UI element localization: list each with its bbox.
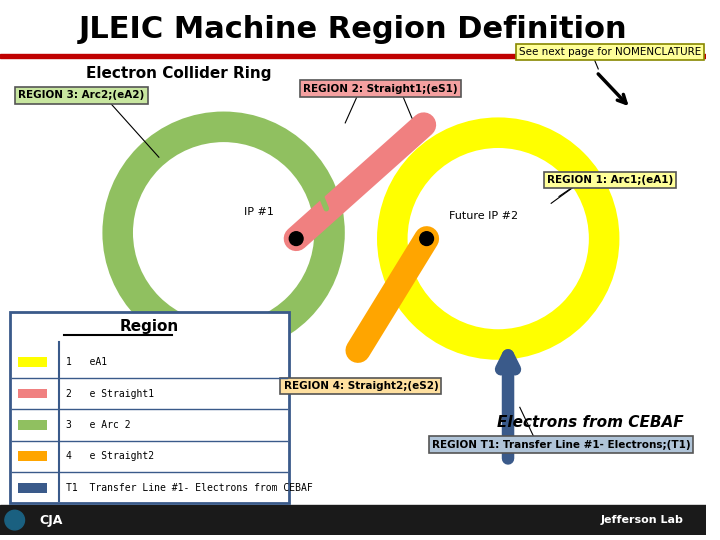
Circle shape bbox=[289, 232, 303, 246]
Text: See next page for NOMENCLATURE: See next page for NOMENCLATURE bbox=[519, 48, 701, 57]
Bar bbox=[18, 483, 47, 492]
Text: REGION T1: Transfer Line #1- Electrons;(T1): REGION T1: Transfer Line #1- Electrons;(… bbox=[432, 440, 690, 450]
Bar bbox=[0, 505, 706, 535]
Text: Jefferson Lab: Jefferson Lab bbox=[601, 515, 684, 525]
Text: REGION 4: Straight2;(eS2): REGION 4: Straight2;(eS2) bbox=[284, 381, 438, 391]
Text: 4   e Straight2: 4 e Straight2 bbox=[66, 451, 154, 461]
Text: REGION 2: Straight1;(eS1): REGION 2: Straight1;(eS1) bbox=[303, 84, 458, 93]
Bar bbox=[18, 389, 47, 399]
Bar bbox=[18, 420, 47, 430]
Text: JLEIC Machine Region Definition: JLEIC Machine Region Definition bbox=[78, 15, 627, 44]
Text: 3   e Arc 2: 3 e Arc 2 bbox=[66, 420, 130, 430]
Bar bbox=[0, 5, 706, 56]
Text: 1   eA1: 1 eA1 bbox=[66, 357, 107, 367]
Text: CJA: CJA bbox=[39, 514, 63, 526]
Text: IP #1: IP #1 bbox=[244, 207, 274, 217]
Text: Electrons from CEBAF: Electrons from CEBAF bbox=[497, 415, 684, 429]
Text: Future IP #2: Future IP #2 bbox=[449, 211, 518, 221]
Text: Region: Region bbox=[120, 319, 179, 334]
Text: Electron Collider Ring: Electron Collider Ring bbox=[86, 66, 272, 82]
Bar bbox=[18, 357, 47, 367]
Circle shape bbox=[5, 510, 24, 530]
FancyBboxPatch shape bbox=[10, 312, 289, 503]
Text: REGION 3: Arc2;(eA2): REGION 3: Arc2;(eA2) bbox=[18, 90, 145, 100]
Text: 2   e Straight1: 2 e Straight1 bbox=[66, 389, 154, 399]
Bar bbox=[18, 451, 47, 461]
Text: REGION 1: Arc1;(eA1): REGION 1: Arc1;(eA1) bbox=[547, 175, 673, 185]
Circle shape bbox=[420, 232, 433, 246]
Text: T1  Transfer Line #1- Electrons from CEBAF: T1 Transfer Line #1- Electrons from CEBA… bbox=[66, 483, 312, 492]
Bar bbox=[0, 54, 706, 58]
